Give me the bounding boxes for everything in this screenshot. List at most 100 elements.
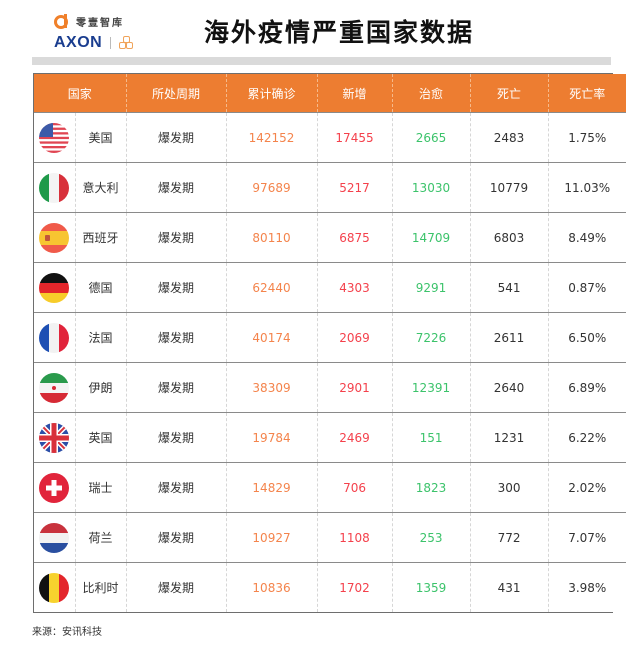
france-flag-icon (39, 322, 70, 353)
country-name: 荷兰 (74, 512, 127, 563)
confirmed-cell: 40174 (225, 312, 318, 363)
period-cell: 爆发期 (125, 162, 227, 213)
recovered-cell: 1359 (391, 562, 471, 612)
table-row: 比利时 爆发期 10836 1702 1359 431 3.98% (34, 562, 627, 612)
country-name: 法国 (74, 312, 127, 363)
axon-a-logo-icon (54, 14, 68, 29)
deaths-cell: 6803 (469, 212, 549, 263)
death-rate-cell: 6.89% (547, 362, 627, 413)
new-cases-cell: 2469 (316, 412, 393, 463)
switzerland-flag-icon (39, 472, 70, 503)
deaths-cell: 10779 (469, 162, 549, 213)
deaths-cell: 1231 (469, 412, 549, 463)
table-row: 英国 爆发期 19784 2469 151 1231 6.22% (34, 412, 627, 463)
period-cell: 爆发期 (125, 112, 227, 163)
new-cases-cell: 2901 (316, 362, 393, 413)
column-header-death-rate: 死亡率 (547, 74, 627, 113)
period-cell: 爆发期 (125, 362, 227, 413)
table-row: 伊朗 爆发期 38309 2901 12391 2640 6.89% (34, 362, 627, 413)
recovered-cell: 151 (391, 412, 471, 463)
period-cell: 爆发期 (125, 312, 227, 363)
deaths-cell: 541 (469, 262, 549, 313)
country-name: 伊朗 (74, 362, 127, 413)
new-cases-cell: 5217 (316, 162, 393, 213)
new-cases-cell: 706 (316, 462, 393, 513)
deaths-cell: 772 (469, 512, 549, 563)
column-header-period: 所处周期 (125, 74, 227, 113)
confirmed-cell: 62440 (225, 262, 318, 313)
death-rate-cell: 2.02% (547, 462, 627, 513)
belgium-flag-icon (39, 572, 70, 603)
deaths-cell: 300 (469, 462, 549, 513)
confirmed-cell: 14829 (225, 462, 318, 513)
table-row: 德国 爆发期 62440 4303 9291 541 0.87% (34, 262, 627, 313)
death-rate-cell: 0.87% (547, 262, 627, 313)
death-rate-cell: 6.22% (547, 412, 627, 463)
deaths-cell: 2483 (469, 112, 549, 163)
confirmed-cell: 142152 (225, 112, 318, 163)
country-name: 西班牙 (74, 212, 127, 263)
new-cases-cell: 6875 (316, 212, 393, 263)
recovered-cell: 14709 (391, 212, 471, 263)
source-note: 来源：安讯科技 (32, 627, 102, 638)
logo-axon-text: AXON (54, 34, 103, 51)
death-rate-cell: 11.03% (547, 162, 627, 213)
country-name: 德国 (74, 262, 127, 313)
confirmed-cell: 97689 (225, 162, 318, 213)
recovered-cell: 253 (391, 512, 471, 563)
column-header-new: 新增 (316, 74, 393, 113)
italy-flag-icon (39, 172, 70, 203)
confirmed-cell: 10836 (225, 562, 318, 612)
table-row: 意大利 爆发期 97689 5217 13030 10779 11.03% (34, 162, 627, 213)
period-cell: 爆发期 (125, 262, 227, 313)
confirmed-cell: 10927 (225, 512, 318, 563)
logo-divider (110, 37, 112, 49)
recovered-cell: 12391 (391, 362, 471, 413)
table-row: 法国 爆发期 40174 2069 7226 2611 6.50% (34, 312, 627, 363)
column-header-recovered: 治愈 (391, 74, 471, 113)
page-title: 海外疫情严重国家数据 (204, 18, 475, 47)
period-cell: 爆发期 (125, 412, 227, 463)
data-table: 国家 所处周期 累计确诊 新增 治愈 死亡 死亡率 (33, 73, 627, 613)
table-row: 荷兰 爆发期 10927 1108 253 772 7.07% (34, 512, 627, 563)
uk-flag-icon (39, 422, 70, 453)
iran-flag-icon (39, 372, 70, 403)
period-cell: 爆发期 (125, 562, 227, 612)
table-row: 美国 爆发期 142152 17455 2665 2483 1.75% (34, 112, 627, 163)
period-cell: 爆发期 (125, 212, 227, 263)
logo: 零壹智库 AXON (54, 12, 144, 54)
recovered-cell: 9291 (391, 262, 471, 313)
logo-chinese-text: 零壹智库 (76, 17, 124, 29)
confirmed-cell: 19784 (225, 412, 318, 463)
new-cases-cell: 2069 (316, 312, 393, 363)
recovered-cell: 7226 (391, 312, 471, 363)
column-header-country: 国家 (34, 74, 127, 113)
death-rate-cell: 6.50% (547, 312, 627, 363)
germany-flag-icon (39, 272, 70, 303)
new-cases-cell: 17455 (316, 112, 393, 163)
recovered-cell: 1823 (391, 462, 471, 513)
deaths-cell: 2640 (469, 362, 549, 413)
header: 零壹智库 AXON 海外疫情严重国家数据 (0, 0, 641, 56)
column-header-confirmed: 累计确诊 (225, 74, 318, 113)
title-underline-bar (32, 57, 611, 65)
deaths-cell: 431 (469, 562, 549, 612)
us-flag-icon (39, 122, 70, 153)
table-row: 瑞士 爆发期 14829 706 1823 300 2.02% (34, 462, 627, 513)
new-cases-cell: 1702 (316, 562, 393, 612)
netherlands-flag-icon (39, 522, 70, 553)
confirmed-cell: 80110 (225, 212, 318, 263)
country-name: 英国 (74, 412, 127, 463)
spain-flag-icon (39, 222, 70, 253)
country-name: 意大利 (74, 162, 127, 213)
deaths-cell: 2611 (469, 312, 549, 363)
death-rate-cell: 7.07% (547, 512, 627, 563)
confirmed-cell: 38309 (225, 362, 318, 413)
table-row: 西班牙 爆发期 80110 6875 14709 6803 8.49% (34, 212, 627, 263)
column-header-deaths: 死亡 (469, 74, 549, 113)
country-name: 比利时 (74, 562, 127, 612)
country-name: 美国 (74, 112, 127, 163)
country-name: 瑞士 (74, 462, 127, 513)
period-cell: 爆发期 (125, 512, 227, 563)
new-cases-cell: 1108 (316, 512, 393, 563)
